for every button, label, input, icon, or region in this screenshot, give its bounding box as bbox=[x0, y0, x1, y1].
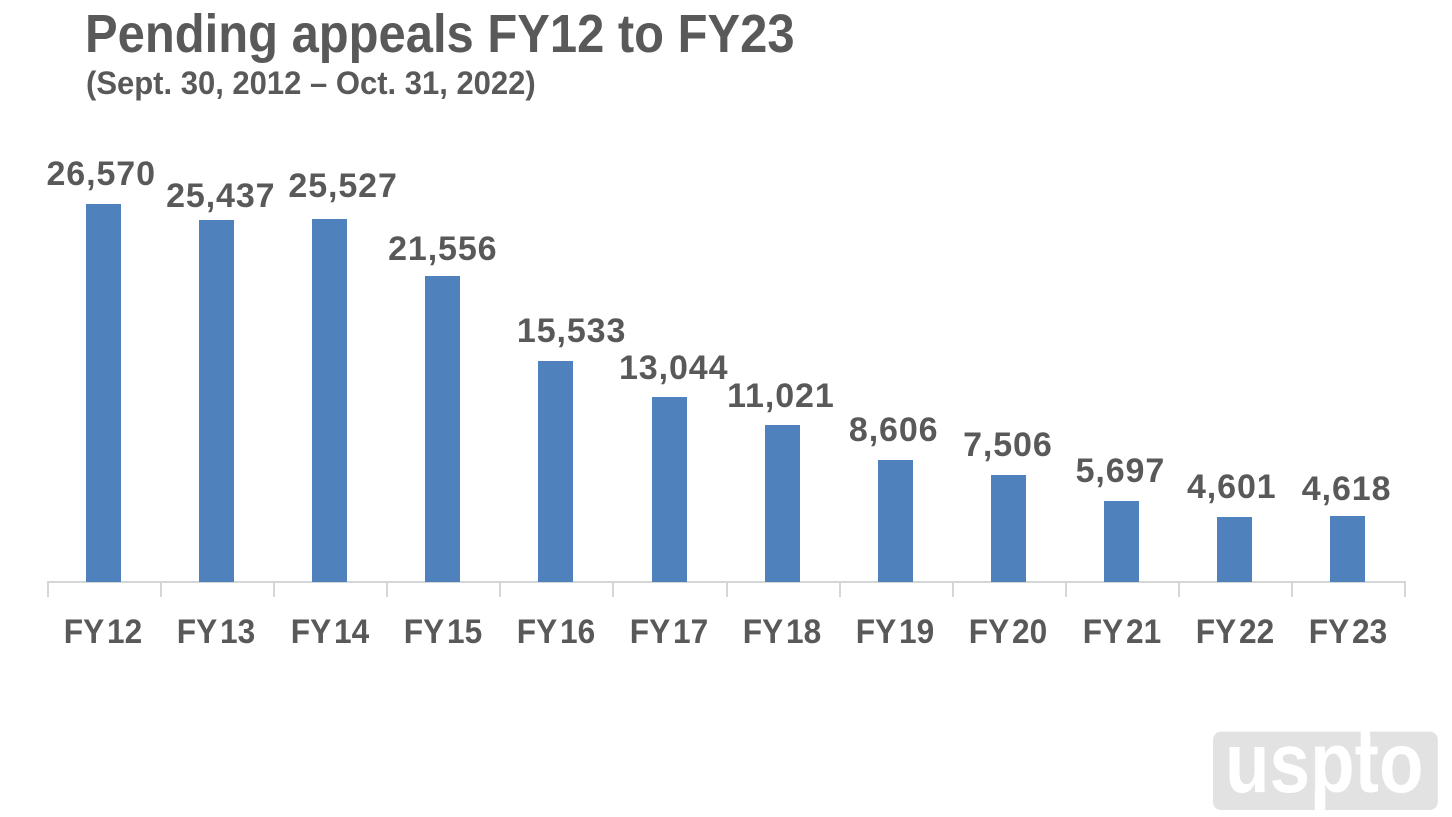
svg-text:uspto: uspto bbox=[1225, 720, 1424, 811]
